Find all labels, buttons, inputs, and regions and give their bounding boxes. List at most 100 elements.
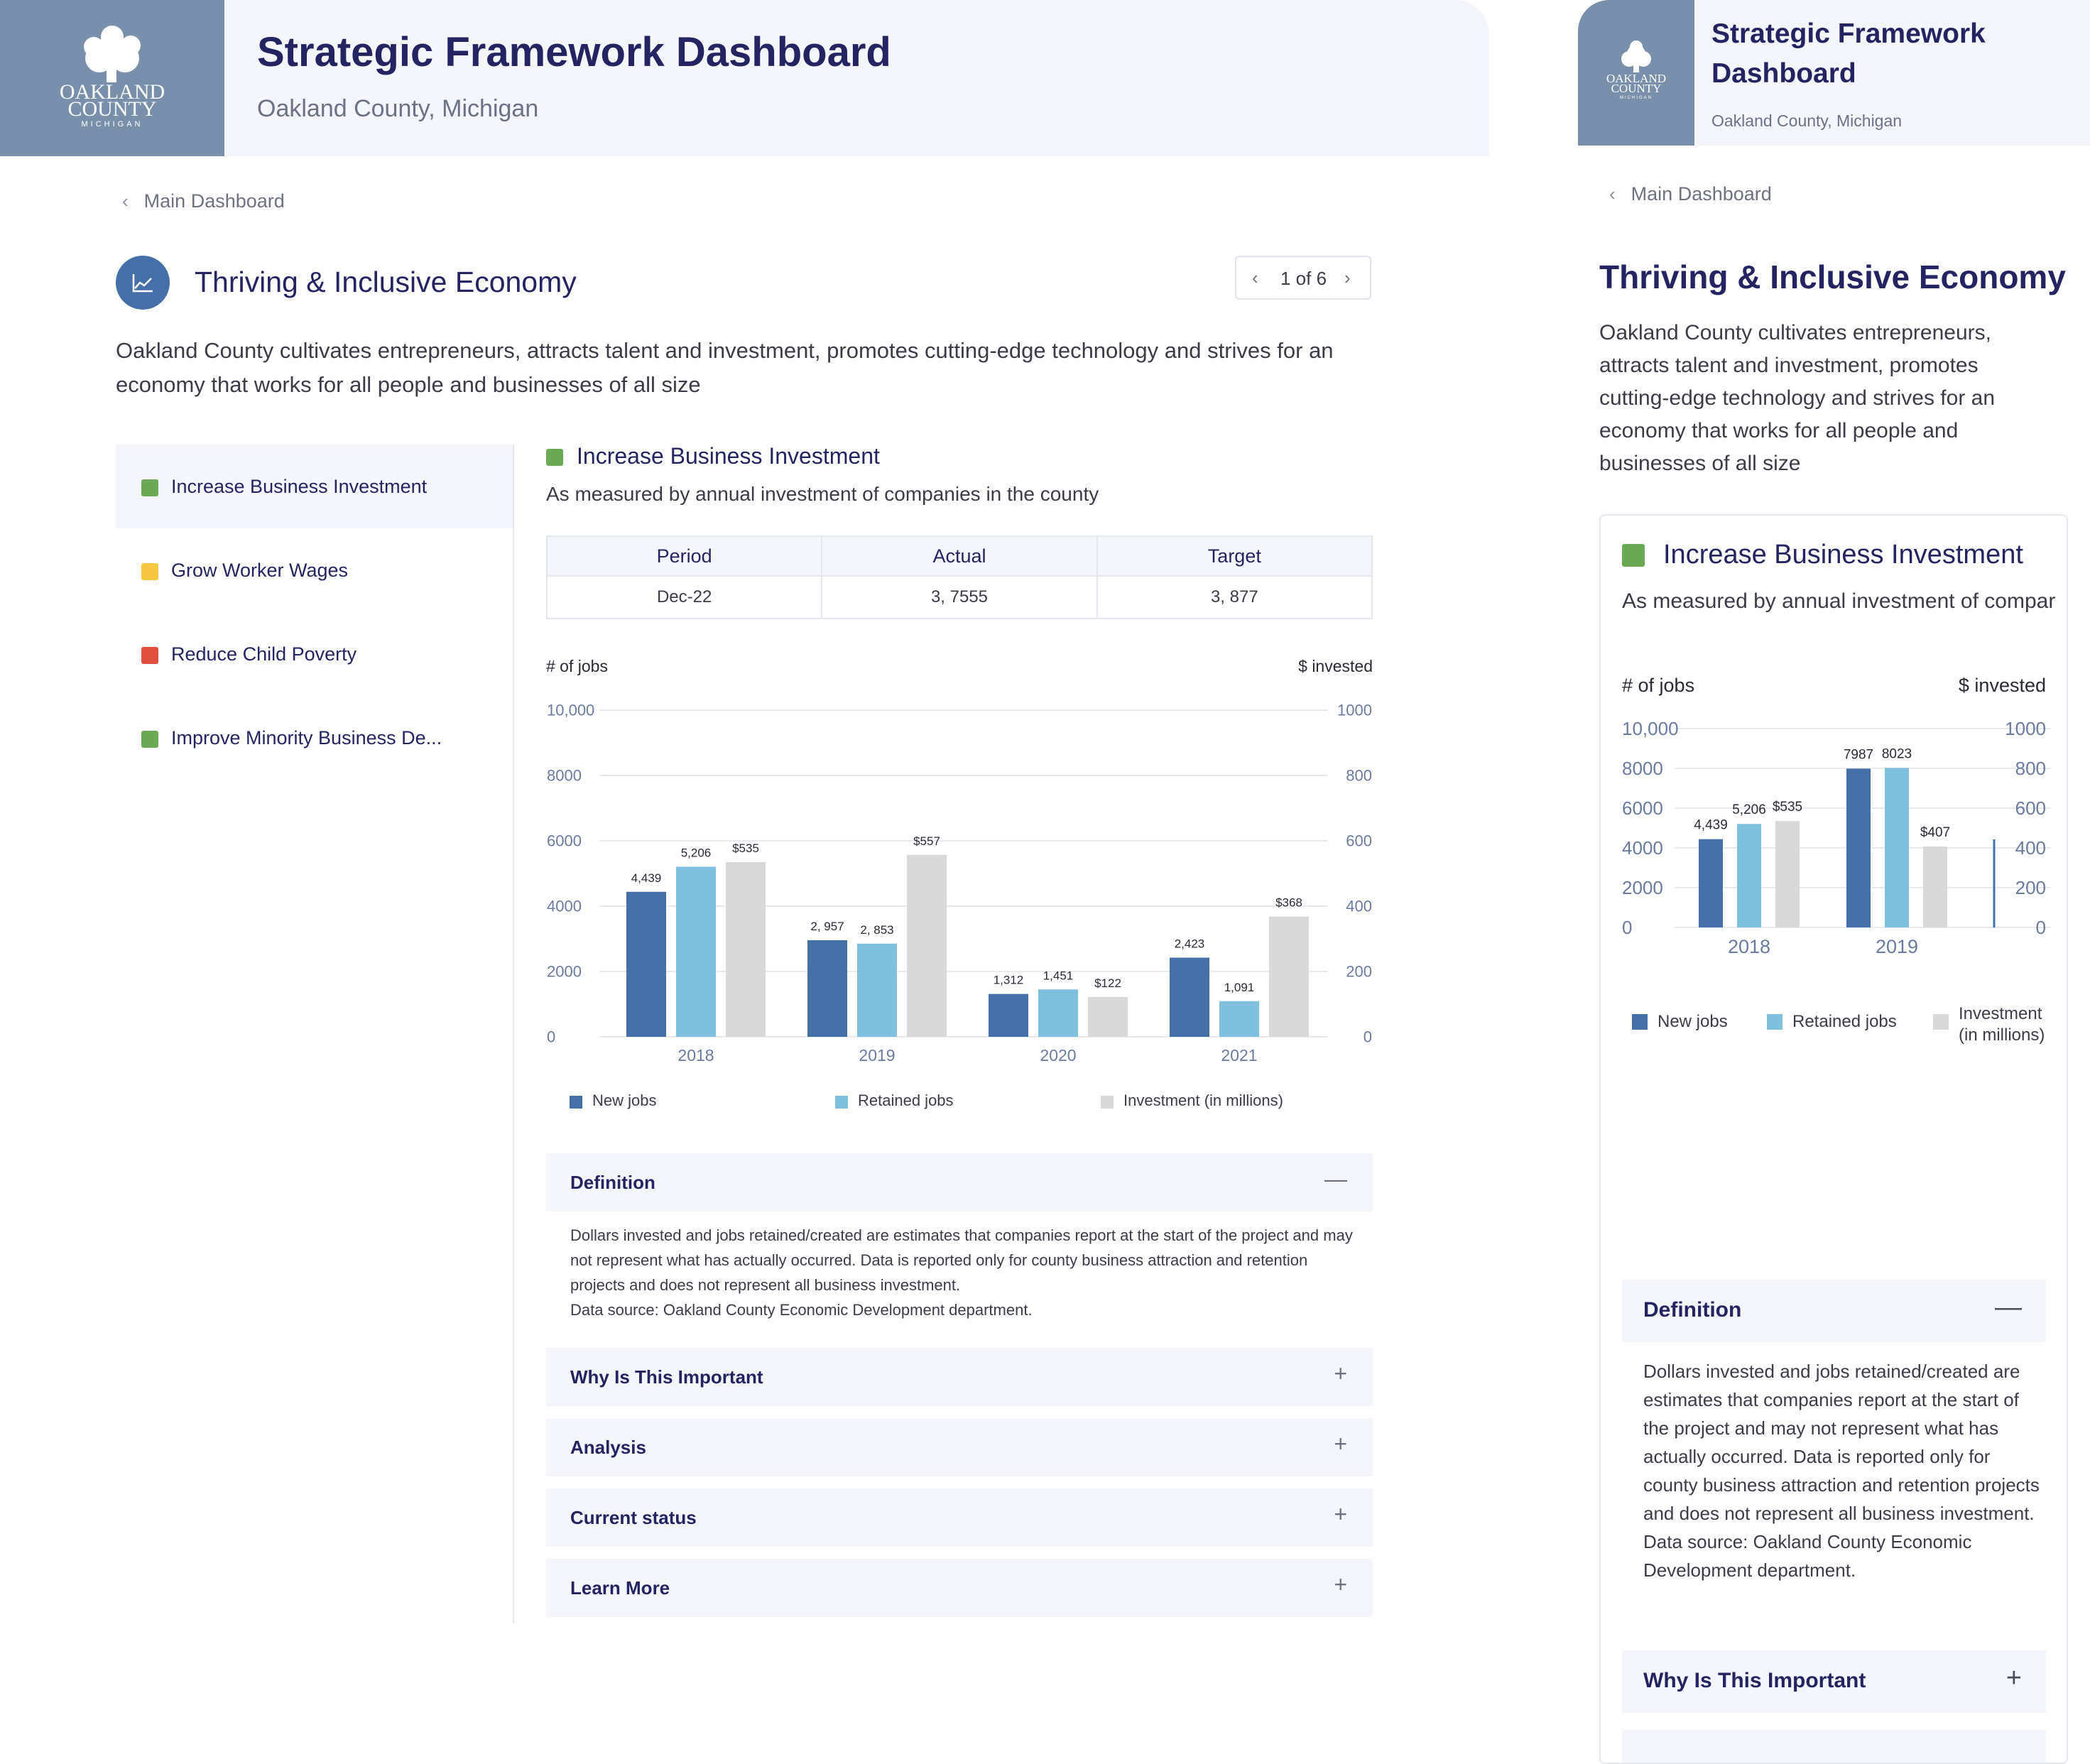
plus-icon: + [1334,1361,1347,1386]
y-tick-label-left: 6000 [547,832,582,850]
accordion-current-status[interactable]: Current status + [546,1488,1373,1547]
data-label: 1,091 [1224,981,1255,994]
oak-tree-logo: OAKLAND COUNTY MICHIGAN [1606,40,1666,100]
legend-swatch [570,1096,582,1109]
x-tick-label: 2020 [1040,1046,1076,1065]
goal-title-mobile: Thriving & Inclusive Economy [1599,258,2066,295]
data-label: $557 [913,834,940,848]
y-tick-label-right: 200 [1346,963,1372,981]
data-label: 4,439 [631,871,662,885]
accordion-title: Current status [570,1507,697,1528]
logo-text-county: COUNTY [1611,82,1662,95]
goal-description: Oakland County cultivates entrepreneurs,… [116,338,1334,397]
y-tick-label-left: 10,000 [1622,718,1679,739]
bar [857,943,897,1037]
accordion-why-important-mobile[interactable]: Why Is This Important + [1622,1650,2046,1713]
legend-label: New jobs [592,1091,656,1109]
legend-swatch [1101,1096,1114,1109]
definition-text: Dollars invested and jobs retained/creat… [570,1226,1353,1294]
y-tick-label-right: 0 [2036,917,2046,938]
status-color-swatch [546,449,563,466]
goal-title: Thriving & Inclusive Economy [195,266,577,298]
y-tick-label-right: 400 [2015,837,2046,859]
chevron-left-icon: ‹ [1609,183,1616,205]
page-subtitle-mobile: Oakland County, Michigan [1711,111,1903,130]
y-tick-label-left: 8000 [1622,758,1663,779]
accordion-title: Analysis [570,1437,646,1458]
y-axis-title-right: $ invested [1958,675,2046,696]
accordion-title: Learn More [570,1577,670,1599]
measure-subtitle: As measured by annual investment of comp… [546,483,1099,505]
sidebar-item-reduce-child-poverty[interactable]: Reduce Child Poverty [116,612,513,696]
cell-target: 3, 877 [1096,575,1373,619]
x-tick-label: 2021 [1221,1046,1257,1065]
sidebar-item-label: Improve Minority Business De... [171,727,442,748]
y-axis-title-right: $ invested [1298,657,1373,675]
bar [1269,916,1309,1037]
plus-icon: + [1334,1501,1347,1527]
county-logo[interactable]: OAKLAND COUNTY MICHIGAN [0,0,224,156]
cell-actual: 3, 7555 [821,575,1098,619]
status-color-swatch [141,479,158,496]
accordion-why-important[interactable]: Why Is This Important + [546,1348,1373,1406]
measure-subtitle-mobile: As measured by annual investment of comp… [1622,589,2056,613]
status-color-swatch [141,731,158,748]
sidebar-item-increase-business-investment[interactable]: Increase Business Investment [116,445,513,528]
legend-swatch [835,1096,848,1109]
data-label: $122 [1094,976,1121,990]
bar [1737,824,1761,927]
sidebar-item-improve-minority-business[interactable]: Improve Minority Business De... [116,696,513,780]
bar [676,866,716,1037]
breadcrumb[interactable]: ‹ Main Dashboard [122,190,285,212]
breadcrumb-mobile[interactable]: ‹ Main Dashboard [1609,183,1772,205]
y-axis-title-left: # of jobs [1622,675,1695,696]
sidebar-item-label: Increase Business Investment [171,476,428,497]
data-label: 5,206 [1732,802,1766,817]
legend-label: Investment [1959,1004,2042,1023]
x-tick-label: 2018 [677,1046,714,1065]
legend-label: New jobs [1658,1012,1728,1031]
data-label: 4,439 [1694,818,1728,833]
legend-swatch [1767,1014,1783,1030]
definition-text: Dollars invested and jobs retained/creat… [1643,1361,2040,1524]
bar [807,940,847,1037]
bar [1170,957,1209,1037]
county-logo-mobile[interactable]: OAKLAND COUNTY MICHIGAN [1578,0,1694,146]
pager-next-button[interactable]: › [1344,267,1351,288]
logo-text-michigan: MICHIGAN [1620,96,1653,100]
y-tick-label-right: 200 [2015,877,2046,898]
accordion-definition-mobile[interactable]: Definition — [1622,1280,2046,1342]
definition-body: Dollars invested and jobs retained/creat… [570,1223,1359,1322]
accordion-learn-more[interactable]: Learn More + [546,1559,1373,1617]
data-label: 8023 [1882,746,1912,761]
y-tick-label-right: 0 [1364,1028,1372,1046]
target-table: Period Actual Target Dec-22 3, 7555 3, 8… [545,535,1373,619]
accordion-definition[interactable]: Definition — [546,1153,1373,1212]
y-tick-label-left: 0 [1622,917,1632,938]
measure-title: Increase Business Investment [577,443,880,469]
bar [1088,996,1128,1037]
plus-icon: + [1334,1431,1347,1457]
page-title-mobile: Strategic Framework Dashboard [1711,18,1986,89]
bar [1038,989,1078,1037]
x-tick-label: 2018 [1728,936,1770,957]
logo-text-oakland: OAKLAND [1606,72,1666,85]
y-tick-label-right: 1000 [1337,702,1372,719]
bar [1923,846,1947,927]
column-header-period: Period [545,535,823,577]
accordion-analysis-mobile[interactable] [1622,1730,2046,1763]
status-color-swatch [1622,544,1645,567]
accordion-analysis[interactable]: Analysis + [546,1418,1373,1476]
accordion-title: Why Is This Important [1643,1669,1866,1692]
x-tick-label: 2019 [859,1046,895,1065]
definition-body-mobile: Dollars invested and jobs retained/creat… [1643,1357,2041,1584]
pager-prev-button[interactable]: ‹ [1252,267,1258,288]
data-label: 2, 853 [860,923,893,937]
sidebar-item-grow-worker-wages[interactable]: Grow Worker Wages [116,528,513,612]
goal-description-mobile: Oakland County cultivates entrepreneurs,… [1599,321,1996,475]
breadcrumb-label: Main Dashboard [143,190,285,212]
bar [1775,821,1800,927]
data-label: $368 [1275,896,1302,910]
bar [1846,768,1871,927]
logo-text-county: COUNTY [68,97,157,121]
